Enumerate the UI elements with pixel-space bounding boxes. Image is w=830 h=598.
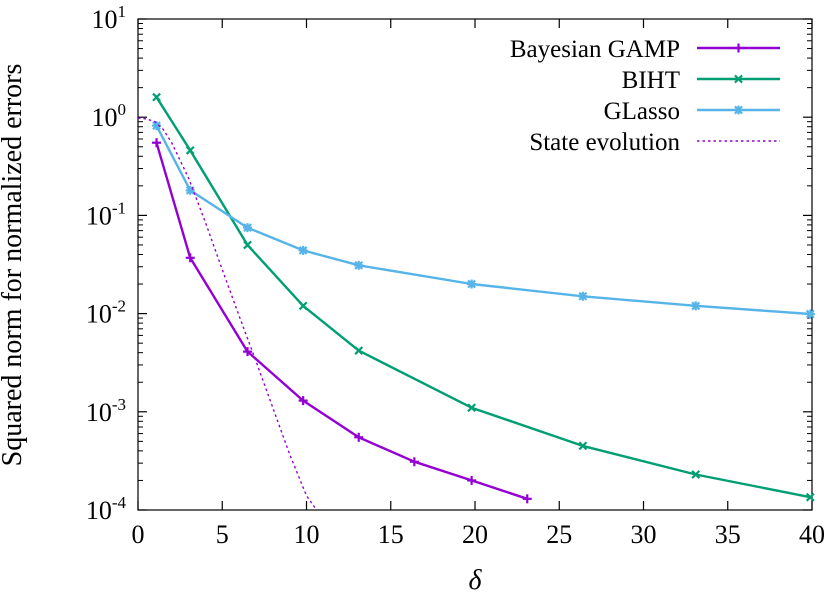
legend-label: Bayesian GAMP [510, 36, 680, 63]
x-axis-title: δ [468, 565, 482, 596]
x-tick-label: 35 [715, 520, 741, 549]
series-line [137, 117, 318, 511]
legend-label: State evolution [529, 129, 680, 156]
data-point [298, 245, 308, 255]
y-tick-label: 10-4 [86, 493, 127, 525]
data-point [805, 492, 815, 502]
series-layer [137, 92, 815, 511]
legend-label: GLasso [604, 98, 680, 125]
x-tick-label: 25 [546, 520, 572, 549]
marker-stroke [805, 492, 815, 502]
data-point [185, 145, 195, 155]
y-tick-label: 10-2 [86, 297, 126, 329]
marker-stroke [467, 403, 477, 413]
marker-stroke [578, 441, 588, 451]
data-point [185, 185, 195, 195]
data-point [152, 121, 162, 131]
data-point [409, 457, 419, 467]
marker-stroke [185, 145, 195, 155]
series-biht [152, 92, 815, 502]
data-point [243, 240, 252, 250]
x-tick-label: 0 [132, 520, 145, 549]
y-axis-title: Squared norm for normalized errors [0, 64, 28, 467]
y-tick-label: 10-1 [86, 198, 126, 230]
legend-item: State evolution [529, 129, 780, 156]
legend: Bayesian GAMP BIHT GLasso State evolution [510, 36, 780, 156]
legend-item: BIHT [622, 67, 780, 94]
marker-stroke [298, 246, 308, 255]
marker-stroke [354, 260, 364, 270]
data-point [354, 432, 364, 442]
data-point [152, 92, 161, 102]
marker-stroke [298, 301, 308, 311]
data-point [243, 347, 253, 357]
x-tick-label: 15 [378, 520, 404, 549]
plot-frame [137, 18, 813, 511]
marker-stroke [734, 105, 743, 115]
x-tick-label: 40 [799, 520, 825, 549]
y-tick-label: 10-3 [86, 395, 126, 427]
data-point [578, 441, 588, 451]
legend-label: BIHT [622, 67, 680, 94]
data-point [522, 494, 532, 504]
y-axis-ticks: 10-4 10-3 10-2 10-1 100 101 [86, 2, 812, 525]
data-point [243, 223, 253, 233]
marker-stroke [805, 309, 815, 319]
marker-stroke [152, 92, 161, 102]
marker-stroke [578, 291, 588, 301]
series-line [155, 96, 811, 499]
marker-stroke [243, 223, 252, 233]
legend-item: Bayesian GAMP [510, 36, 780, 63]
x-tick-label: 5 [216, 520, 229, 549]
x-tick-label: 30 [631, 520, 657, 549]
x-axis-ticks: 0 5 10 15 20 25 30 35 40 [132, 19, 825, 549]
series-state-evolution [137, 117, 318, 511]
data-point [691, 301, 701, 311]
series-line [155, 142, 528, 500]
y-tick-label: 101 [92, 2, 127, 34]
data-point [805, 309, 815, 319]
series-line [155, 125, 811, 316]
data-point [691, 470, 701, 479]
series-glasso [152, 121, 815, 319]
marker-stroke [691, 301, 701, 311]
x-tick-label: 20 [462, 520, 488, 549]
marker-stroke [467, 279, 477, 289]
data-point [578, 291, 588, 301]
legend-item: GLasso [604, 98, 780, 125]
data-point [467, 475, 477, 485]
marker-stroke [691, 470, 701, 479]
series-bayesian-gamp [152, 138, 532, 504]
marker-stroke [152, 121, 161, 131]
data-point [354, 260, 364, 270]
marker-stroke [243, 240, 252, 250]
marker-stroke [354, 346, 364, 355]
data-point [467, 403, 477, 413]
x-tick-label: 10 [294, 520, 320, 549]
marker-stroke [734, 74, 743, 84]
data-point [185, 253, 195, 263]
data-point [467, 279, 477, 289]
data-point [298, 301, 308, 311]
y-tick-label: 100 [92, 100, 127, 132]
data-point [152, 138, 162, 148]
data-point [298, 396, 308, 406]
data-point [354, 346, 364, 355]
